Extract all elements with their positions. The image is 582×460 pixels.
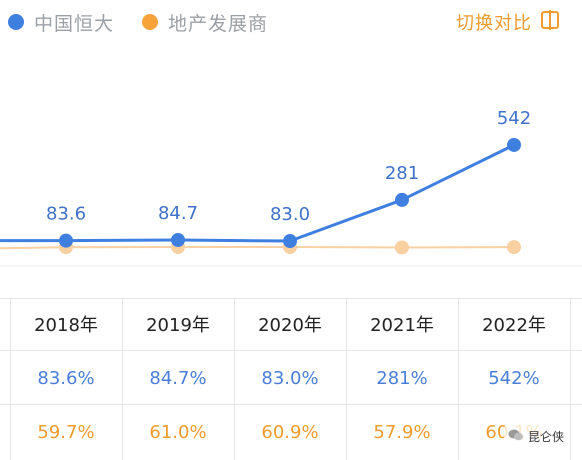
data-label-evergrande: 542	[497, 108, 531, 129]
line-chart: 83.6 84.7 83.0 281 542	[0, 108, 582, 267]
compare-toggle-icon	[540, 9, 560, 35]
data-label-evergrande: 83.0	[270, 204, 310, 225]
switch-compare-button[interactable]: 切换对比	[456, 8, 560, 36]
table-cell: 61.0%	[149, 421, 207, 443]
legend-dot-developers	[142, 14, 159, 30]
series-line-evergrande	[0, 143, 515, 243]
table-header-cell: 2019年	[146, 315, 210, 336]
legend-label-developers: 地产发展商	[168, 12, 269, 35]
table-column-divider	[234, 298, 235, 460]
watermark: 昆仑侠	[503, 425, 568, 448]
watermark-text: 昆仑侠	[527, 430, 564, 444]
chart-legend: 中国恒大 地产发展商	[8, 8, 296, 36]
table-cell: 83.6%	[37, 367, 95, 389]
table-header-row: 2018年 2019年 2020年 2021年 2022年	[0, 298, 582, 350]
table-cell: 281%	[376, 367, 428, 389]
switch-compare-label: 切换对比	[456, 13, 532, 34]
legend-item-evergrande[interactable]: 中国恒大	[8, 9, 114, 36]
data-label-evergrande: 281	[385, 163, 419, 184]
table-header-cell: 2022年	[482, 315, 546, 336]
table-column-divider	[570, 298, 571, 460]
legend-label-evergrande: 中国恒大	[34, 12, 115, 35]
table-header-cell: 2021年	[370, 315, 434, 336]
table-header-cell: 2020年	[258, 315, 322, 336]
data-point-developers[interactable]	[395, 240, 409, 255]
table-cell: 83.0%	[261, 367, 319, 389]
table-cell: 542%	[488, 367, 540, 389]
data-point-evergrande[interactable]	[507, 137, 521, 152]
table-divider	[0, 298, 582, 299]
data-table: 2018年 2019年 2020年 2021年 2022年 83.6% 84.7% 83.0…	[0, 298, 582, 460]
table-cell: 59.7%	[37, 421, 95, 443]
table-cell: 60.9%	[261, 421, 319, 443]
wechat-icon	[508, 427, 524, 446]
data-point-developers[interactable]	[507, 240, 521, 255]
table-column-divider	[10, 298, 11, 460]
data-point-evergrande[interactable]	[395, 192, 409, 207]
table-divider	[0, 404, 582, 405]
table-cell: 57.9%	[373, 421, 431, 443]
table-row-evergrande: 83.6% 84.7% 83.0% 281% 542%	[0, 352, 582, 404]
data-point-evergrande[interactable]	[283, 234, 297, 249]
table-row-developers: 59.7%61.0%60.9%57.9%60.1%	[0, 406, 582, 458]
table-column-divider	[122, 298, 123, 460]
data-label-evergrande: 84.7	[158, 203, 198, 224]
table-column-divider	[346, 298, 347, 460]
series-line-developers	[0, 245, 515, 250]
table-column-divider	[458, 298, 459, 460]
data-label-evergrande: 83.6	[46, 204, 86, 225]
table-cell: 84.7%	[149, 367, 207, 389]
legend-item-developers[interactable]: 地产发展商	[142, 9, 268, 36]
table-divider	[0, 350, 582, 351]
data-point-evergrande[interactable]	[59, 233, 73, 248]
data-point-evergrande[interactable]	[171, 233, 185, 247]
table-header-cell: 2018年	[34, 315, 98, 336]
legend-dot-evergrande	[8, 14, 24, 30]
